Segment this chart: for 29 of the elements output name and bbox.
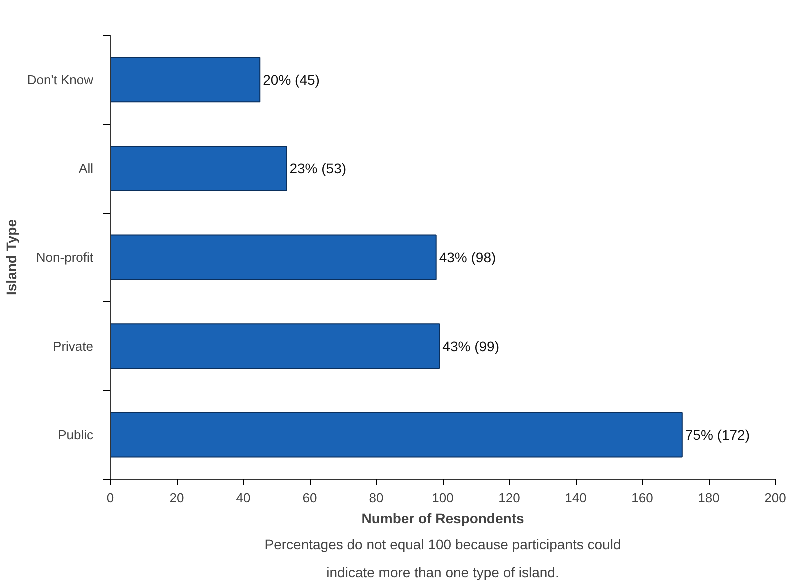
data-label: 43% (99) — [442, 338, 500, 354]
data-label: 75% (172) — [685, 427, 750, 444]
y-tick-label: Non-profit — [36, 250, 94, 265]
x-tick-label: 80 — [369, 490, 384, 506]
x-tick-label: 40 — [236, 490, 251, 506]
bar — [110, 324, 440, 369]
x-tick-label: 60 — [302, 490, 318, 506]
x-tick-label: 180 — [698, 490, 720, 506]
x-tick-label: 140 — [565, 490, 587, 506]
y-tick-label: All — [79, 161, 94, 176]
x-tick-label: 100 — [432, 490, 454, 506]
x-tick-label: 0 — [106, 490, 114, 506]
data-label: 20% (45) — [263, 72, 320, 88]
bar — [110, 412, 683, 458]
text: Percentages do not equal 100 because participants could indicate more than one type of island. — [264, 536, 622, 580]
data-label: 43% (98) — [439, 250, 496, 266]
x-tick-label: 200 — [764, 490, 786, 506]
x-tick-label: 20 — [170, 490, 184, 506]
bar — [110, 146, 288, 192]
x-tick-label: 160 — [632, 490, 654, 506]
y-tick-label: Don't Know — [27, 72, 94, 88]
bar — [110, 234, 437, 280]
y-axis-title: Island Type — [3, 219, 20, 296]
bar — [110, 57, 261, 103]
y-tick-label: Private — [53, 338, 94, 354]
x-axis-title: Number of Respondents — [362, 510, 524, 526]
x-tick-label: 120 — [498, 490, 520, 506]
data-label: 23% (53) — [290, 160, 347, 177]
y-tick-label: Public — [58, 428, 94, 443]
